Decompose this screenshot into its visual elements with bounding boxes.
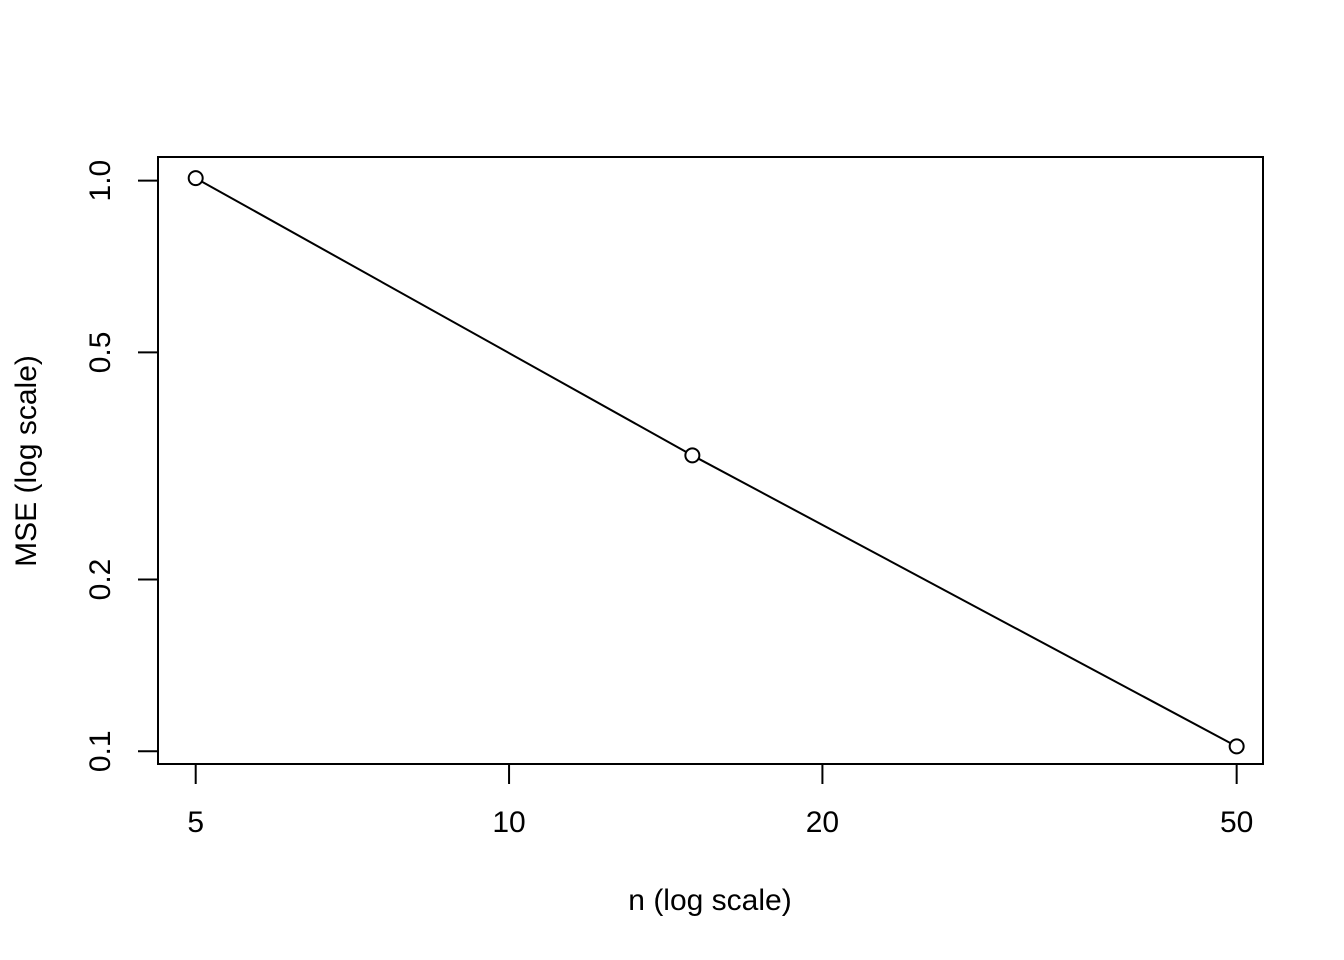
x-tick-label: 5 [187, 806, 204, 839]
data-point [187, 170, 204, 187]
y-tick-label: 0.2 [84, 559, 117, 601]
data-point [1228, 738, 1245, 755]
x-axis-title: n (log scale) [628, 884, 791, 917]
y-tick-label: 0.5 [84, 332, 117, 374]
data-point [684, 447, 701, 464]
series-group [187, 170, 1245, 755]
x-axis: 5 10 20 50 [187, 763, 1253, 839]
series-line-segment [201, 180, 687, 453]
y-axis: 0.1 0.2 0.5 1.0 [84, 160, 159, 772]
y-axis-title: MSE (log scale) [10, 355, 43, 567]
x-tick-label: 50 [1220, 806, 1253, 839]
x-tick-label: 10 [492, 806, 525, 839]
series-line-segment [698, 457, 1231, 744]
y-tick-label: 0.1 [84, 730, 117, 772]
y-tick-label: 1.0 [84, 160, 117, 202]
x-tick-label: 20 [806, 806, 839, 839]
